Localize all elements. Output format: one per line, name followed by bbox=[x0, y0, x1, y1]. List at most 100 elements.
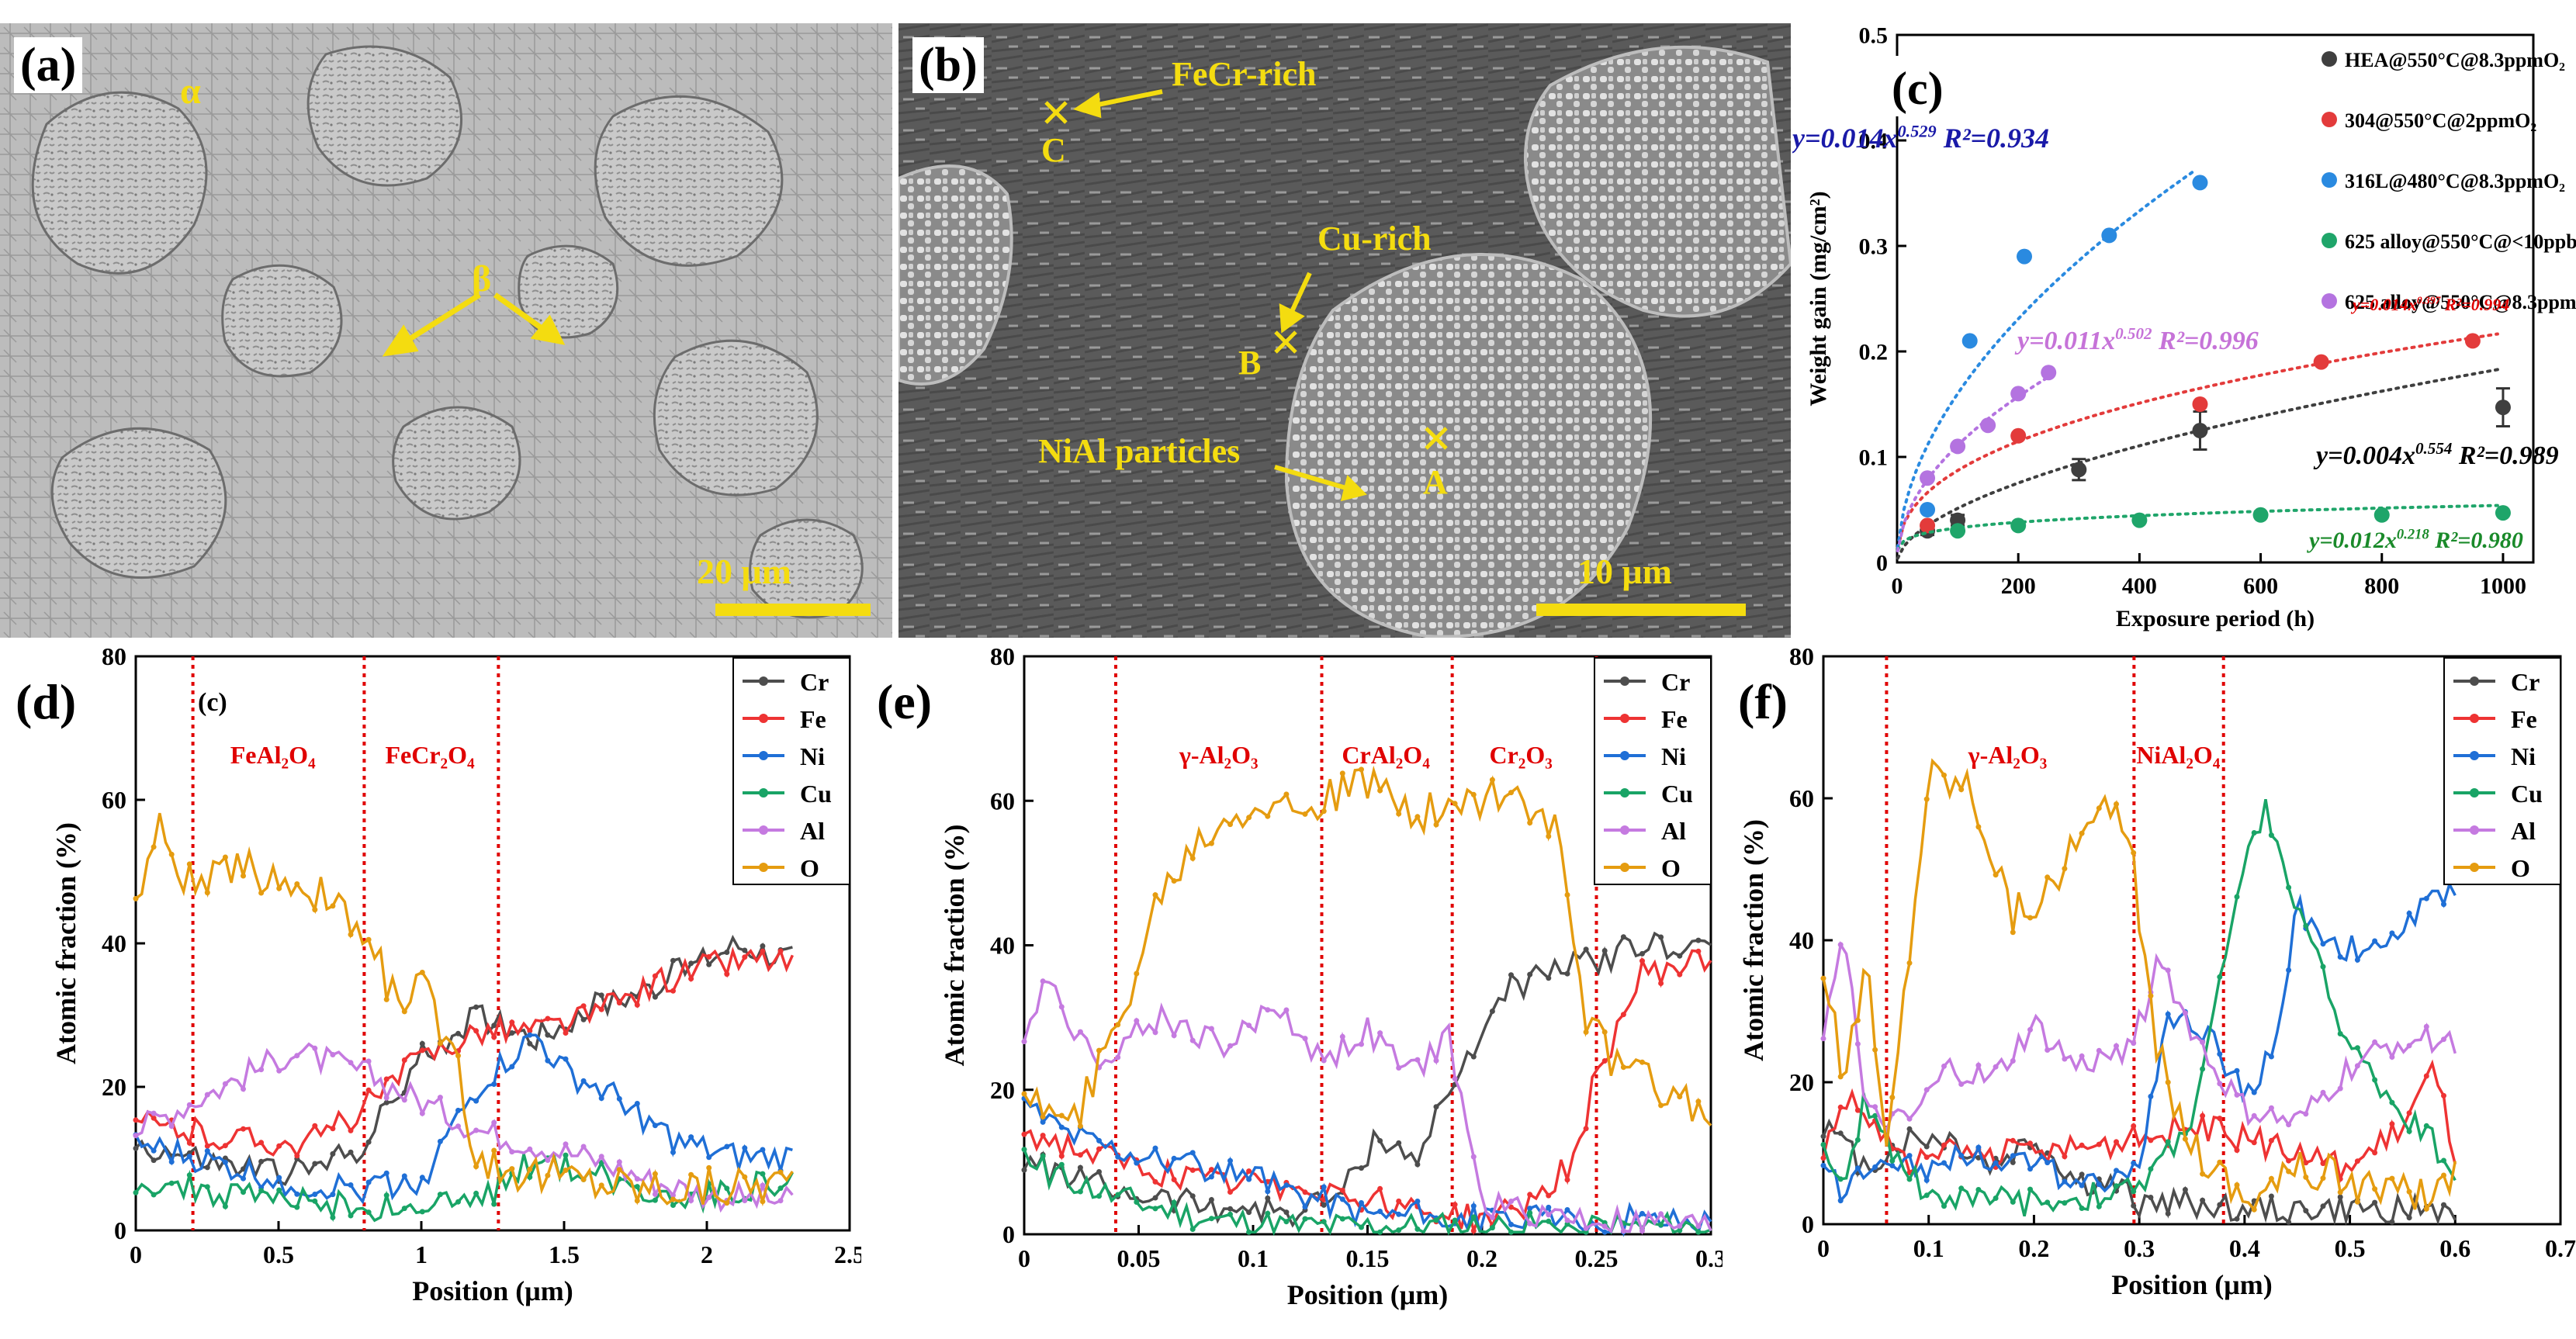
point-Al bbox=[1489, 1214, 1495, 1220]
point-Fe bbox=[401, 1057, 407, 1063]
fit-equation-0: y=0.004x0.554 R²=0.989 bbox=[2313, 439, 2559, 470]
legend-marker-Ni bbox=[2470, 751, 2479, 760]
point-Fe bbox=[2131, 1123, 2137, 1129]
point-O bbox=[1906, 960, 1913, 966]
point-Al bbox=[1283, 1007, 1290, 1013]
point-Ni bbox=[2441, 901, 2446, 908]
point-Fe bbox=[2372, 1150, 2378, 1156]
point-Fe bbox=[1601, 1058, 1608, 1064]
point-Al bbox=[527, 1146, 533, 1152]
legend-entry-Fe: Fe bbox=[800, 705, 826, 733]
x-tick-label-1: 0.5 bbox=[263, 1240, 294, 1268]
point-Al bbox=[1601, 1223, 1608, 1230]
point-Fe bbox=[777, 948, 784, 954]
line-Fe bbox=[1023, 949, 1712, 1236]
point-O bbox=[2010, 929, 2016, 936]
point-Cr bbox=[724, 950, 730, 955]
point-Al bbox=[401, 1097, 407, 1103]
point-O bbox=[2045, 874, 2051, 881]
point-Cu bbox=[1975, 1187, 1982, 1192]
legend-entry-Cu: Cu bbox=[2511, 780, 2543, 808]
legend-marker-Ni bbox=[759, 751, 768, 760]
point-Cu bbox=[1152, 1206, 1158, 1212]
point-Fe bbox=[1677, 971, 1683, 977]
legend-entry-Cu: Cu bbox=[800, 780, 832, 808]
point-Fe bbox=[1941, 1142, 1947, 1148]
point-Cr bbox=[1601, 948, 1608, 953]
point-Al bbox=[1993, 1064, 1999, 1070]
point-Al bbox=[419, 1110, 425, 1116]
point-Cu bbox=[1302, 1216, 1308, 1222]
point-Al bbox=[1872, 1104, 1878, 1110]
point-O bbox=[742, 1174, 748, 1180]
point-O bbox=[688, 1171, 694, 1178]
point-Al bbox=[1837, 942, 1844, 948]
point-Al bbox=[383, 1095, 390, 1101]
point-Ni bbox=[1058, 1124, 1065, 1130]
point-Ni bbox=[2079, 1182, 2085, 1188]
point-Cu bbox=[1433, 1217, 1439, 1223]
legend-box bbox=[1594, 657, 1712, 885]
point-Fe bbox=[1508, 1204, 1514, 1210]
legend-marker-O bbox=[2470, 863, 2479, 872]
point-Cu bbox=[473, 1190, 480, 1196]
point-O bbox=[2268, 1175, 2274, 1182]
point-Cr bbox=[760, 943, 766, 949]
point-Cu bbox=[1058, 1161, 1065, 1168]
point-Ni bbox=[1283, 1182, 1290, 1188]
point-Ni bbox=[168, 1159, 175, 1165]
point-Fe bbox=[1639, 958, 1645, 964]
point-Fe bbox=[258, 1140, 265, 1146]
point-Ni bbox=[1975, 1144, 1982, 1150]
point-Fe bbox=[383, 1076, 390, 1082]
beta-arrows bbox=[382, 292, 566, 357]
point-Al bbox=[330, 1052, 336, 1057]
x-tick-label-0: 0 bbox=[1892, 573, 1903, 599]
point-Cr bbox=[2406, 1215, 2412, 1221]
point-O bbox=[222, 854, 228, 860]
point-Al bbox=[1677, 1223, 1683, 1229]
point-Cu bbox=[634, 1184, 640, 1190]
point-Ni bbox=[2320, 941, 2326, 947]
point-O bbox=[1601, 1029, 1608, 1035]
point-Ni bbox=[2406, 910, 2412, 916]
beta-phase-label: β bbox=[472, 258, 492, 299]
point-Cu bbox=[133, 1189, 139, 1195]
point-Ni bbox=[1152, 1145, 1158, 1151]
point-Cu bbox=[2268, 832, 2274, 839]
data-point bbox=[2071, 462, 2087, 478]
point-Cu bbox=[1115, 1192, 1121, 1198]
point-Ni bbox=[491, 1081, 497, 1087]
point-Cu bbox=[1246, 1229, 1252, 1235]
legend-entry-Ni: Ni bbox=[1661, 742, 1686, 770]
data-point bbox=[2010, 517, 2027, 534]
legend-entry-Al: Al bbox=[1661, 817, 1686, 845]
point-O bbox=[1564, 892, 1570, 898]
point-Al bbox=[1546, 1212, 1552, 1218]
point-Ni bbox=[580, 1078, 587, 1084]
point-Cr bbox=[1564, 971, 1570, 977]
data-point bbox=[1920, 517, 1936, 534]
point-Al bbox=[204, 1092, 210, 1098]
x-axis-label: Position (μm) bbox=[412, 1275, 573, 1306]
point-Ni bbox=[1040, 1119, 1046, 1125]
point-Fe bbox=[652, 973, 658, 979]
point-O bbox=[1096, 1047, 1102, 1054]
point-Fe bbox=[2200, 1112, 2206, 1119]
point-Cr bbox=[1246, 1209, 1252, 1216]
line-Cr bbox=[1822, 1118, 2457, 1227]
point-O bbox=[1321, 808, 1327, 815]
point-Ni bbox=[1208, 1174, 1214, 1180]
point-O bbox=[186, 861, 192, 867]
point-Al bbox=[2251, 1112, 2257, 1119]
point-b-label: B bbox=[1238, 344, 1262, 382]
point-Cu bbox=[1377, 1229, 1383, 1235]
point-Fe bbox=[1096, 1146, 1102, 1152]
point-Ni bbox=[2010, 1153, 2016, 1159]
point-Ni bbox=[2027, 1166, 2033, 1172]
scale-bar-a bbox=[715, 604, 871, 616]
point-Cu bbox=[1359, 1224, 1364, 1230]
data-point bbox=[2495, 400, 2511, 416]
data-point bbox=[2495, 505, 2511, 521]
point-Ni bbox=[1854, 1165, 1861, 1171]
